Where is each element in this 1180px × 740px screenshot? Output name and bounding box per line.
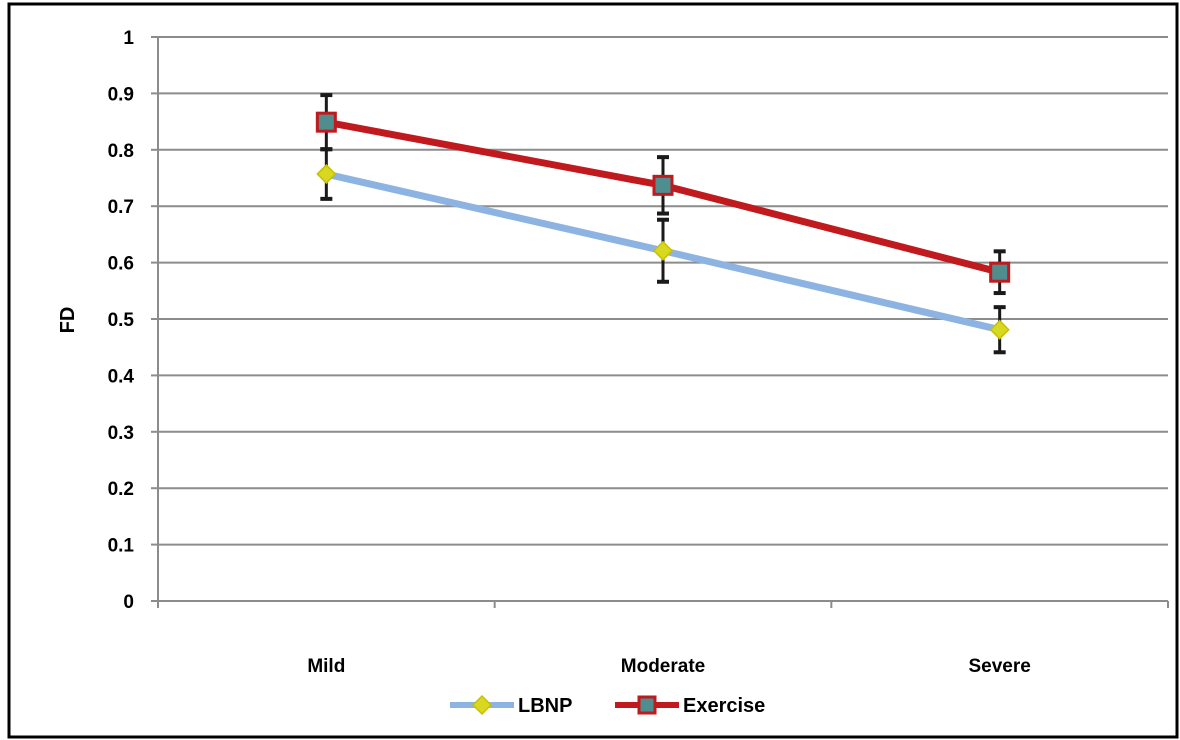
axes bbox=[151, 36, 1169, 608]
y-axis-label: FD bbox=[57, 307, 79, 334]
y-tick-label: 1 bbox=[123, 28, 134, 49]
legend-item-lbnp: LBNP bbox=[450, 694, 572, 717]
legend-marker bbox=[471, 694, 493, 716]
data-point-exercise bbox=[652, 174, 674, 196]
y-tick-label: 0.3 bbox=[108, 423, 134, 444]
legend-label: Exercise bbox=[683, 695, 765, 717]
y-tick-label: 0 bbox=[123, 592, 134, 613]
y-tick-label: 0.5 bbox=[108, 310, 135, 331]
legend-item-exercise: Exercise bbox=[615, 695, 765, 717]
legend-label: LBNP bbox=[518, 695, 572, 717]
chart-frame bbox=[7, 2, 1179, 739]
y-tick-label: 0.8 bbox=[108, 141, 134, 162]
series bbox=[315, 93, 1011, 355]
data-point-exercise bbox=[989, 261, 1011, 283]
data-point-lbnp bbox=[652, 240, 674, 261]
data-point-lbnp bbox=[989, 319, 1010, 340]
y-tick-label: 0.2 bbox=[108, 479, 134, 500]
data-point-exercise bbox=[315, 111, 337, 133]
x-tick-labels: Mild Moderate Severe bbox=[307, 656, 1031, 677]
x-tick-label: Severe bbox=[968, 656, 1030, 677]
y-tick-label: 0.6 bbox=[108, 254, 134, 275]
x-tick-label: Mild bbox=[307, 656, 345, 677]
y-tick-label: 0.1 bbox=[108, 536, 135, 557]
y-tick-label: 0.7 bbox=[108, 197, 134, 218]
data-point-lbnp bbox=[316, 163, 337, 185]
x-tick-label: Moderate bbox=[621, 656, 705, 677]
legend-marker bbox=[637, 695, 657, 715]
legend: LBNP Exercise bbox=[450, 694, 765, 717]
y-tick-label: 0.9 bbox=[108, 84, 134, 105]
y-tick-label: 0.4 bbox=[108, 366, 135, 387]
y-tick-labels: 0 0.1 0.2 0.3 0.4 0.5 0.6 0.7 0.8 0.9 1 bbox=[108, 28, 135, 613]
